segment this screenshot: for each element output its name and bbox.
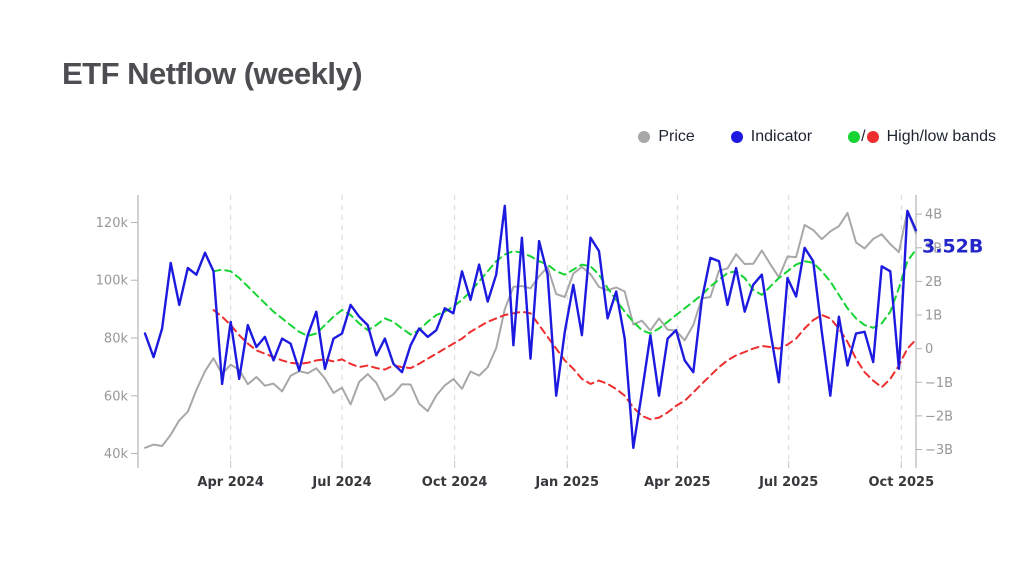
- indicator-line: [143, 204, 918, 449]
- x-axis-labels: Apr 2024 Jul 2024 Oct 2024 Jan 2025 Apr 2025…: [197, 461, 934, 490]
- svg-text:2B: 2B: [925, 275, 942, 290]
- band-slash: /: [861, 128, 866, 145]
- svg-text:3B: 3B: [925, 241, 942, 256]
- svg-text:40k: 40k: [104, 447, 129, 462]
- legend-item-bands[interactable]: / High/low bands: [848, 128, 996, 146]
- legend-item-indicator[interactable]: Indicator: [730, 128, 813, 146]
- y-axis-right: −3B −2B −1B 0 1B 2B 3B 4B: [915, 195, 953, 468]
- chart-title: ETF Netflow (weekly): [62, 56, 363, 91]
- legend-item-price[interactable]: Price: [638, 128, 695, 146]
- price-swatch-icon: [638, 131, 651, 143]
- price-line: [144, 209, 917, 449]
- svg-text:4B: 4B: [925, 208, 942, 223]
- svg-text:100k: 100k: [96, 274, 129, 289]
- svg-text:Oct 2025: Oct 2025: [868, 475, 934, 490]
- low-band-swatch-icon: [866, 131, 879, 143]
- low-band-line: [212, 309, 917, 421]
- svg-text:−3B: −3B: [925, 443, 953, 458]
- svg-text:1B: 1B: [925, 309, 942, 324]
- high-band-line: [212, 248, 917, 337]
- legend-indicator-label: Indicator: [750, 128, 813, 145]
- svg-text:Jul 2024: Jul 2024: [311, 475, 371, 490]
- last-value-label: 3.52B: [922, 235, 983, 257]
- legend-price-label: Price: [658, 128, 695, 145]
- indicator-swatch-icon: [730, 131, 743, 143]
- band-swatches: /: [848, 128, 879, 146]
- svg-text:−1B: −1B: [925, 376, 953, 391]
- y-axis-left: 40k 60k 80k 100k 120k: [96, 195, 139, 468]
- svg-text:Oct 2024: Oct 2024: [422, 475, 488, 490]
- svg-text:Jan 2025: Jan 2025: [534, 475, 599, 490]
- svg-text:80k: 80k: [104, 332, 129, 347]
- svg-text:Apr 2024: Apr 2024: [197, 475, 264, 490]
- svg-text:120k: 120k: [96, 216, 129, 231]
- svg-text:Apr 2025: Apr 2025: [644, 475, 711, 490]
- svg-text:60k: 60k: [104, 389, 129, 404]
- high-band-swatch-icon: [848, 131, 861, 143]
- chart-legend: Price Indicator / High/low bands: [638, 128, 996, 146]
- legend-bands-label: High/low bands: [886, 128, 996, 145]
- svg-text:Jul 2025: Jul 2025: [758, 475, 818, 490]
- svg-text:0: 0: [925, 342, 933, 357]
- svg-text:−2B: −2B: [925, 409, 953, 424]
